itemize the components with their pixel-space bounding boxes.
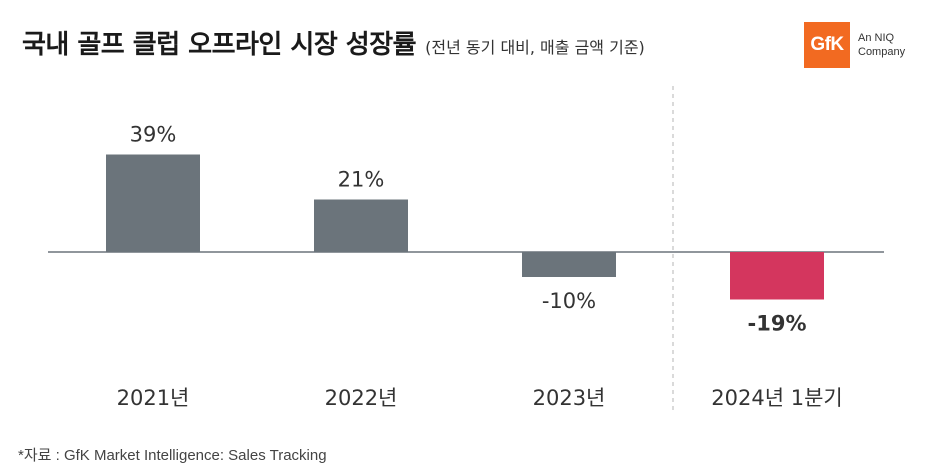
gfk-logo-tagline: An NIQ Company bbox=[858, 31, 905, 59]
value-label-2: 21% bbox=[338, 168, 385, 192]
category-label-2: 2022년 bbox=[325, 386, 398, 410]
gfk-logo-mark: GfK bbox=[804, 22, 850, 68]
chart-header: 국내 골프 클럽 오프라인 시장 성장률 (전년 동기 대비, 매출 금액 기준… bbox=[22, 24, 645, 61]
value-label-4: -19% bbox=[748, 312, 807, 336]
gfk-logo-tagline-line1: An NIQ bbox=[858, 32, 895, 44]
bar-2 bbox=[314, 199, 408, 252]
value-label-3: -10% bbox=[542, 289, 596, 313]
gfk-logo: GfK An NIQ Company bbox=[804, 22, 905, 68]
chart-title: 국내 골프 클럽 오프라인 시장 성장률 bbox=[22, 30, 417, 60]
gfk-logo-tagline-line2: Company bbox=[858, 46, 906, 58]
bar-1 bbox=[106, 154, 200, 252]
category-label-4: 2024년 1분기 bbox=[711, 386, 842, 410]
bar-3 bbox=[522, 252, 616, 277]
bar-4 bbox=[730, 252, 824, 300]
category-label-3: 2023년 bbox=[533, 386, 606, 410]
chart-subtitle: (전년 동기 대비, 매출 금액 기준) bbox=[425, 38, 645, 57]
bar-chart: 39% 2021년 21% 2022년 -10% 2023년 -19% 2024년 1분기 bbox=[48, 86, 884, 410]
source-note: *자료 : GfK Market Intelligence: Sales Tra… bbox=[18, 447, 327, 464]
category-label-1: 2021년 bbox=[117, 386, 190, 410]
value-label-1: 39% bbox=[130, 123, 177, 147]
